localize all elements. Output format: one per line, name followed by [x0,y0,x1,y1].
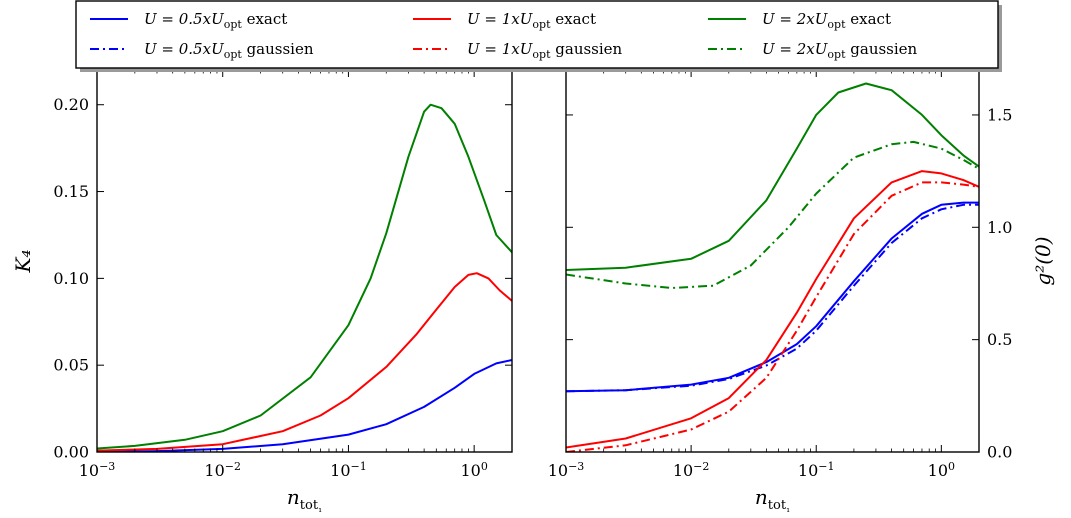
legend: U = 0.5xUopt exact U = 1xUopt exact U = 2x… [75,0,1002,72]
k4-x-tick-label: 10−2 [204,460,241,481]
legend-label-3: U = 0.5xUopt gaussien [144,40,314,61]
k4-series-2 [97,103,512,450]
g2-series-1 [566,203,979,393]
k4-y-tick-label: 0.00 [53,443,89,462]
g2-x-tick-label: 10−3 [548,460,585,481]
k4-axes-frame [96,69,513,453]
k4-y-tick-label: 0.10 [53,269,89,288]
legend-label-2: U = 2xUopt exact [762,10,891,31]
k4-y-tick-label: 0.20 [53,95,89,114]
g2-series-4 [566,82,979,271]
k4-y-tick-label: 0.05 [53,356,89,375]
g2-x-tick-label: 10−1 [798,460,835,481]
g2-series-5 [566,140,979,289]
g2-panel: 10−3 10−2 10−1 100 0.0 0.5 1.0 1.5 ntot₁ g²(0) [548,69,1055,515]
legend-label-0: U = 0.5xUopt exact [144,10,287,31]
k4-x-tick-label: 10−3 [79,460,116,481]
g2-x-axis-label: ntot₁ [755,485,790,515]
legend-label-4: U = 1xUopt gaussien [467,40,623,61]
g2-y-tick-label: 0.0 [987,443,1012,462]
g2-x-tick-label: 100 [928,460,955,481]
legend-box [75,0,999,69]
g2-y-tick-label: 1.0 [987,218,1012,237]
g2-x-tick-label: 10−2 [673,460,710,481]
k4-x-axis-label: ntot₁ [287,485,322,515]
legend-label-1: U = 1xUopt exact [467,10,596,31]
g2-axes-frame [565,69,980,453]
legend-label-5: U = 2xUopt gaussien [762,40,918,61]
g2-y-tick-label: 0.5 [987,330,1012,349]
g2-y-tick-label: 1.5 [987,105,1012,124]
k4-y-tick-label: 0.15 [53,182,89,201]
k4-x-tick-label: 100 [460,460,487,481]
g2-y-axis-label: g²(0) [1031,236,1055,285]
g2-series-2 [566,170,979,449]
k4-panel: 10−3 10−2 10−1 100 0.00 0.05 0.10 0.15 0.20 ntot₁… [11,69,513,515]
g2-series-0 [566,201,979,393]
k4-y-axis-label: K₄ [11,250,35,274]
k4-series-0 [97,359,512,452]
k4-x-tick-label: 10−1 [330,460,367,481]
k4-series-1 [97,272,512,452]
g2-series-3 [566,181,979,452]
